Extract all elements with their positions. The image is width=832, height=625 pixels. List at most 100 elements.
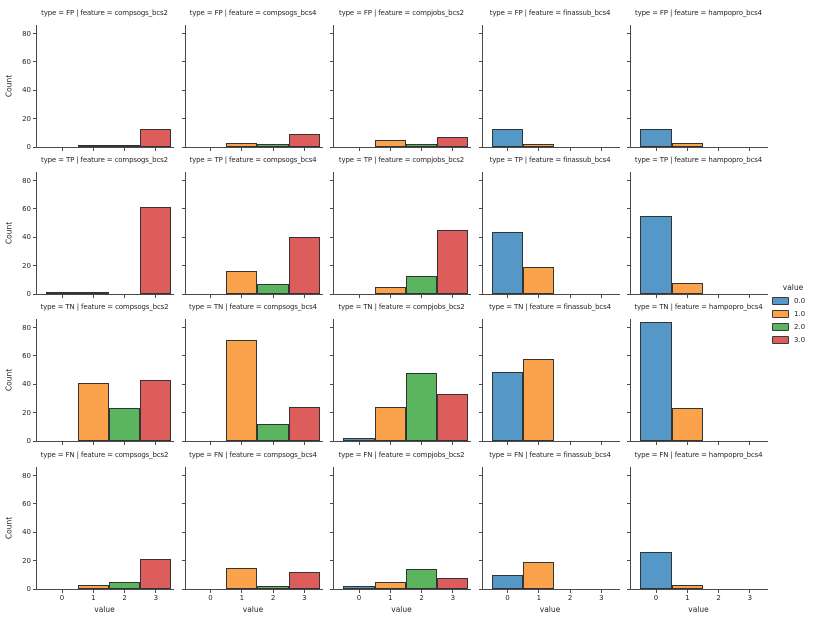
subplot-FN-compjobs_bcs2: 0 1 2 3 <box>330 467 471 602</box>
y-tick <box>330 208 333 210</box>
y-tick <box>330 293 333 295</box>
x-tick-label: 0 <box>653 594 659 602</box>
y-tick-label: 80 <box>22 29 31 38</box>
x-tick-label: 2 <box>419 594 424 602</box>
x-tick <box>210 442 212 445</box>
y-axis-label: Count <box>4 516 14 540</box>
y-tick <box>33 146 36 148</box>
bar-FN-compjobs_bcs2-value-2 <box>405 569 438 589</box>
x-tick <box>155 442 157 445</box>
subplot-TN-compsogs_bcs2: 0 20 40 60 80 <box>22 319 174 445</box>
x-tick <box>569 590 571 593</box>
bar-FN-compsogs_bcs4-value-2 <box>257 586 289 589</box>
x-tick <box>718 442 720 445</box>
bar-TN-compjobs_bcs2-value-1 <box>374 406 406 441</box>
x-tick <box>452 295 454 298</box>
y-tick <box>181 208 185 210</box>
y-tick <box>181 355 185 357</box>
subplot-title: type = FP | feature = hampopro_bcs4 <box>635 9 762 17</box>
x-tick <box>92 295 94 298</box>
legend-entry-0.0: 0.0 <box>772 295 814 308</box>
x-tick <box>718 295 720 298</box>
legend-swatch-icon <box>772 335 789 344</box>
y-tick <box>330 588 333 590</box>
x-tick <box>507 295 509 298</box>
x-tick <box>655 590 657 593</box>
y-tick <box>181 61 185 63</box>
y-tick <box>33 293 36 295</box>
subplot-title: type = FN | feature = compjobs_bcs2 <box>338 451 465 459</box>
bar-TN-compsogs_bcs2-value-3 <box>140 380 172 441</box>
y-axis-label: Count <box>4 221 14 245</box>
subplot-TN-compsogs_bcs4 <box>181 319 323 445</box>
bar-TN-finassub_bcs4-value-1 <box>523 358 555 441</box>
y-tick <box>627 265 630 267</box>
y-tick-label: 80 <box>22 323 31 332</box>
legend-title: value <box>782 283 804 292</box>
x-tick <box>655 148 657 151</box>
bar-TN-compsogs_bcs4-value-1 <box>226 340 258 441</box>
bar-TN-hampopro_bcs4-value-0 <box>640 321 672 441</box>
y-tick <box>33 180 36 181</box>
x-tick <box>389 590 391 593</box>
y-tick <box>330 265 333 267</box>
y-tick <box>478 531 482 533</box>
y-tick-label: 0 <box>26 290 31 298</box>
bar-TP-compjobs_bcs2-value-1 <box>374 286 406 294</box>
legend-swatch-icon <box>772 297 789 306</box>
bar-FN-finassub_bcs4-value-0 <box>491 574 524 589</box>
y-tick-label: 40 <box>22 380 31 389</box>
y-tick-label: 60 <box>22 351 31 360</box>
y-tick <box>627 440 630 442</box>
y-tick <box>627 208 630 210</box>
x-tick <box>452 148 454 151</box>
y-tick-label: 60 <box>22 499 31 508</box>
bar-FP-compjobs_bcs2-value-1 <box>374 139 406 147</box>
y-tick <box>330 146 333 148</box>
legend: value 0.0 1.0 2.0 3.0 <box>772 283 814 346</box>
x-tick <box>124 295 126 298</box>
y-tick <box>627 503 630 505</box>
x-tick <box>303 295 305 298</box>
y-tick <box>478 588 482 590</box>
subplot-title: type = TP | feature = hampopro_bcs4 <box>634 156 763 164</box>
y-tick <box>181 440 185 442</box>
x-tick-label: 2 <box>716 594 721 602</box>
x-tick <box>569 295 571 298</box>
legend-swatch-icon <box>772 310 789 319</box>
bar-TP-compsogs_bcs4-value-1 <box>226 271 258 294</box>
y-tick <box>33 440 36 442</box>
subplot-FP-compsogs_bcs2: 0 20 40 60 80 <box>22 25 174 151</box>
subplot-TP-compsogs_bcs2: 0 20 40 60 80 <box>22 172 174 298</box>
y-tick <box>627 180 630 181</box>
bar-TP-compjobs_bcs2-value-2 <box>405 275 438 294</box>
bar-FP-compsogs_bcs4-value-3 <box>288 134 320 147</box>
bar-TP-compsogs_bcs4-value-2 <box>257 284 289 294</box>
y-tick <box>33 412 36 414</box>
y-tick <box>181 180 185 181</box>
x-tick <box>61 442 63 445</box>
x-tick <box>210 295 212 298</box>
y-tick <box>627 475 630 476</box>
bar-FP-hampopro_bcs4-value-0 <box>640 128 672 147</box>
y-tick <box>330 412 333 414</box>
bar-FP-compsogs_bcs4-value-2 <box>257 144 289 147</box>
bar-TP-compsogs_bcs2-value-3 <box>140 207 172 294</box>
x-tick <box>538 295 540 298</box>
x-tick <box>749 590 751 593</box>
bar-FP-hampopro_bcs4-value-1 <box>671 142 703 147</box>
y-tick <box>478 118 482 120</box>
x-tick <box>124 442 126 445</box>
x-tick-label: 0 <box>208 594 213 602</box>
subplot-FP-hampopro_bcs4 <box>627 25 768 151</box>
x-tick <box>303 148 305 151</box>
x-tick <box>749 442 751 445</box>
y-tick <box>627 327 630 328</box>
y-tick <box>478 412 482 414</box>
x-tick <box>155 590 157 593</box>
x-tick <box>421 295 423 298</box>
legend-entry-label: 2.0 <box>794 322 806 331</box>
y-tick <box>478 383 482 385</box>
y-tick <box>627 588 630 590</box>
